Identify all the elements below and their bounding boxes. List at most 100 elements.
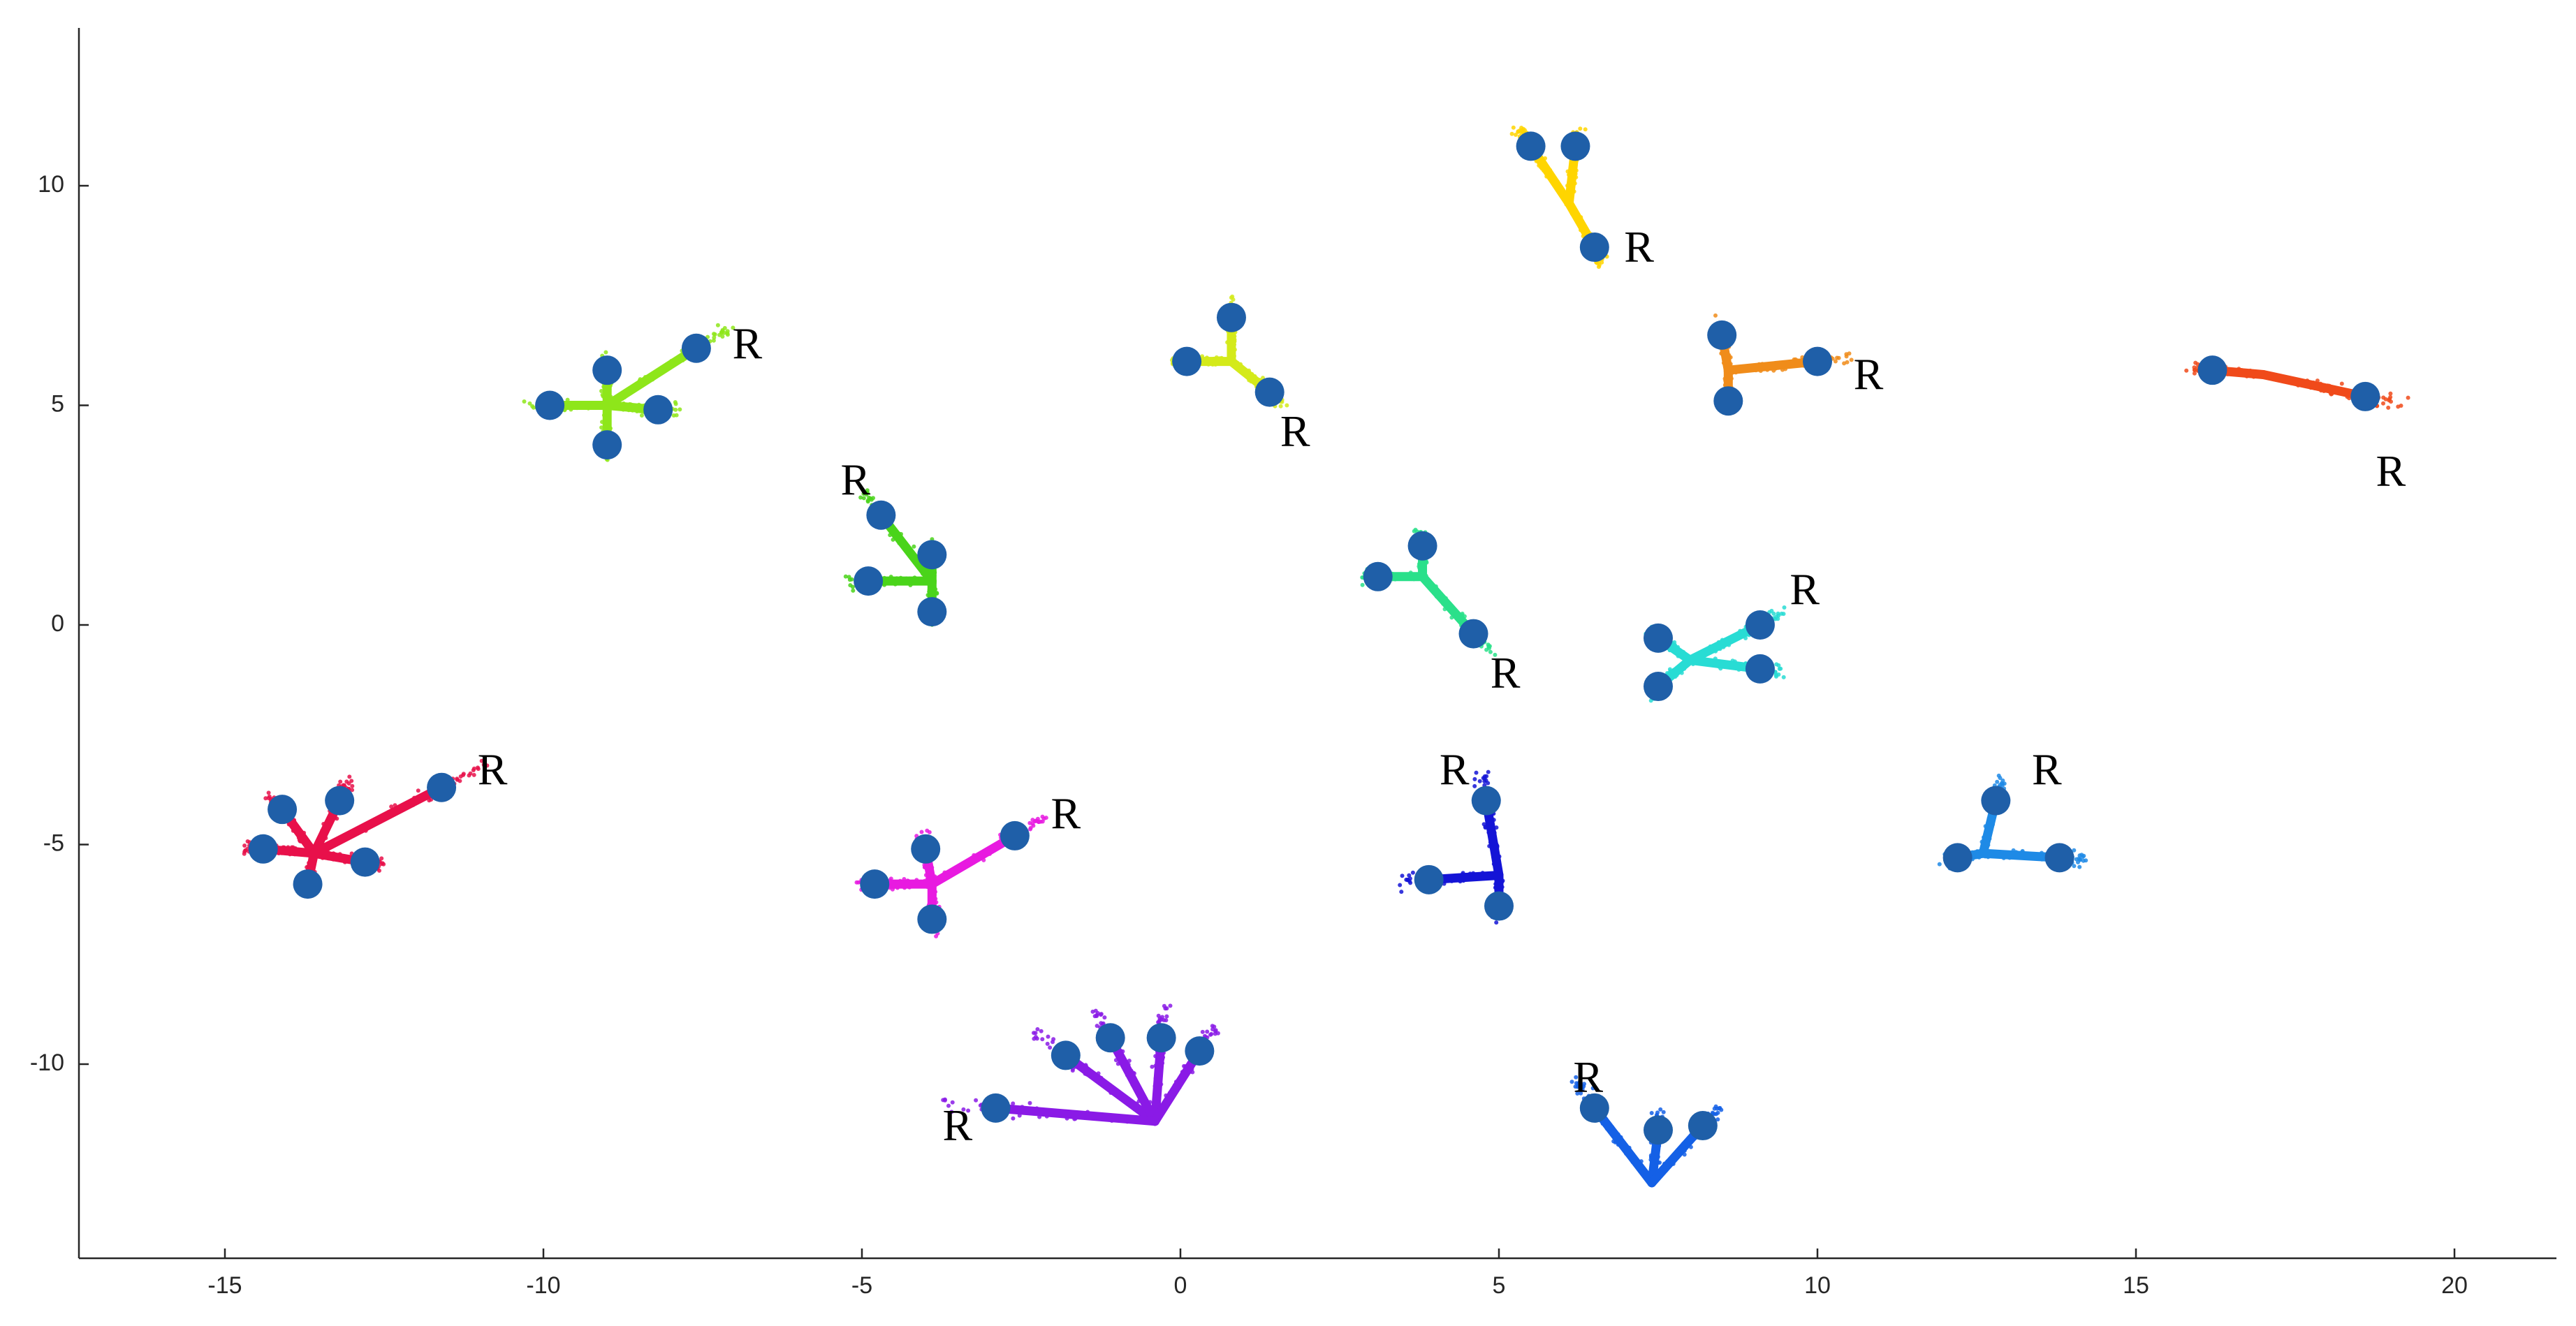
joint-marker-13-0	[1579, 1093, 1609, 1123]
r-label-11: R	[2032, 745, 2062, 795]
cloud-point	[1573, 1084, 1578, 1089]
joint-marker-9-1	[860, 869, 890, 899]
cloud-point	[950, 1100, 955, 1105]
joint-marker-11-0	[1942, 843, 1973, 873]
cloud-point	[974, 1098, 979, 1103]
cloud-point	[479, 758, 484, 763]
limb-12-1	[1106, 1033, 1160, 1126]
cloud-point	[966, 1108, 971, 1113]
cloud-point	[1205, 1029, 1210, 1034]
cloud-point	[599, 389, 603, 393]
cloud-point	[1048, 1045, 1053, 1050]
joint-marker-12-1	[1095, 1023, 1125, 1053]
joint-marker-8-5	[427, 772, 457, 802]
cloud-point	[346, 781, 351, 786]
cloud-point	[2077, 856, 2081, 861]
joint-marker-5-1	[854, 566, 884, 596]
cloud-point	[1486, 769, 1491, 774]
cloud-point	[1035, 1027, 1040, 1031]
cloud-point	[1842, 361, 1847, 366]
cloud-point	[1574, 1075, 1579, 1080]
cloud-point	[1493, 652, 1498, 657]
cloud-point	[1484, 778, 1488, 783]
cloud-point	[715, 323, 720, 327]
joint-marker-5-2	[917, 540, 947, 570]
cloud-point	[1398, 883, 1403, 887]
cloud-point	[1404, 877, 1409, 882]
cloud-point	[725, 329, 730, 334]
cloud-point	[1649, 1111, 1654, 1115]
cloud-point	[1212, 1024, 1217, 1029]
cloud-point	[1041, 816, 1046, 821]
joint-markers	[248, 131, 2380, 1145]
cloud-point	[2388, 391, 2393, 396]
cloud-point	[603, 350, 608, 355]
r-label-0: R	[1624, 222, 1654, 272]
cloud-point	[1583, 127, 1588, 132]
cloud-point	[848, 583, 853, 588]
joint-marker-5-0	[866, 500, 896, 530]
cloud-point	[531, 405, 536, 410]
cloud-point	[1597, 265, 1601, 270]
cloud-point	[1477, 779, 1482, 783]
cloud-point	[1400, 874, 1405, 878]
cloud-point	[389, 804, 394, 809]
cloud-point	[725, 332, 730, 337]
joint-marker-8-3	[350, 847, 380, 877]
cloud-point	[1655, 1110, 1660, 1115]
cloud-point	[1092, 1014, 1097, 1019]
cloud-point	[865, 498, 870, 503]
joint-marker-0-0	[1516, 131, 1546, 161]
point-clouds	[242, 125, 2410, 1186]
cloud-point	[2399, 404, 2403, 408]
cloud-point	[243, 848, 248, 853]
cloud-point	[673, 402, 678, 406]
cloud-point	[861, 496, 866, 501]
cloud-point	[1658, 1107, 1663, 1112]
cloud-point	[1774, 674, 1778, 679]
x-tick-label: -15	[207, 1272, 242, 1299]
joint-marker-8-1	[325, 786, 355, 816]
cloud-point	[1209, 1031, 1214, 1036]
joint-marker-8-2	[248, 834, 278, 864]
r-label-7: R	[1790, 565, 1820, 614]
cloud-point	[1032, 819, 1037, 824]
cloud-point	[1045, 1041, 1050, 1046]
cloud-point	[1099, 1021, 1104, 1026]
cloud-point	[678, 407, 682, 412]
cloud-point	[864, 492, 869, 497]
x-tick-label: -10	[526, 1272, 560, 1299]
cloud-point	[1509, 131, 1514, 136]
cloud-point	[1051, 1037, 1056, 1042]
cloud-point	[961, 1107, 966, 1112]
cloud-point	[1164, 1018, 1169, 1023]
cloud-point	[1046, 1034, 1051, 1039]
cloud-point	[2339, 381, 2344, 386]
cloud-point	[2381, 395, 2386, 400]
joint-marker-7-2	[1644, 672, 1673, 702]
cloud-point	[1164, 1014, 1169, 1019]
joint-marker-8-0	[268, 795, 298, 825]
joint-marker-3-0	[1172, 346, 1202, 376]
cloud-point	[1769, 608, 1774, 613]
cloud-point	[2077, 864, 2082, 869]
r-label-12: R	[942, 1100, 972, 1150]
cloud-point	[1937, 862, 1942, 867]
cloud-point	[1412, 529, 1417, 533]
cloud-point	[1039, 1029, 1044, 1033]
cloud-point	[1162, 1003, 1166, 1008]
joint-marker-3-2	[1254, 377, 1285, 407]
cloud-point	[941, 1098, 946, 1103]
cloud-point	[1472, 776, 1477, 781]
cloud-point	[1715, 1117, 1720, 1122]
cloud-point	[722, 325, 727, 330]
cloud-point	[1360, 582, 1365, 587]
cloud-point	[2192, 371, 2197, 376]
cloud-point	[1713, 313, 1718, 318]
cloud-point	[2072, 848, 2077, 853]
cloud-point	[1582, 1082, 1586, 1086]
cloud-point	[1472, 783, 1477, 788]
cloud-point	[1481, 776, 1486, 781]
cloud-point	[1229, 295, 1234, 300]
